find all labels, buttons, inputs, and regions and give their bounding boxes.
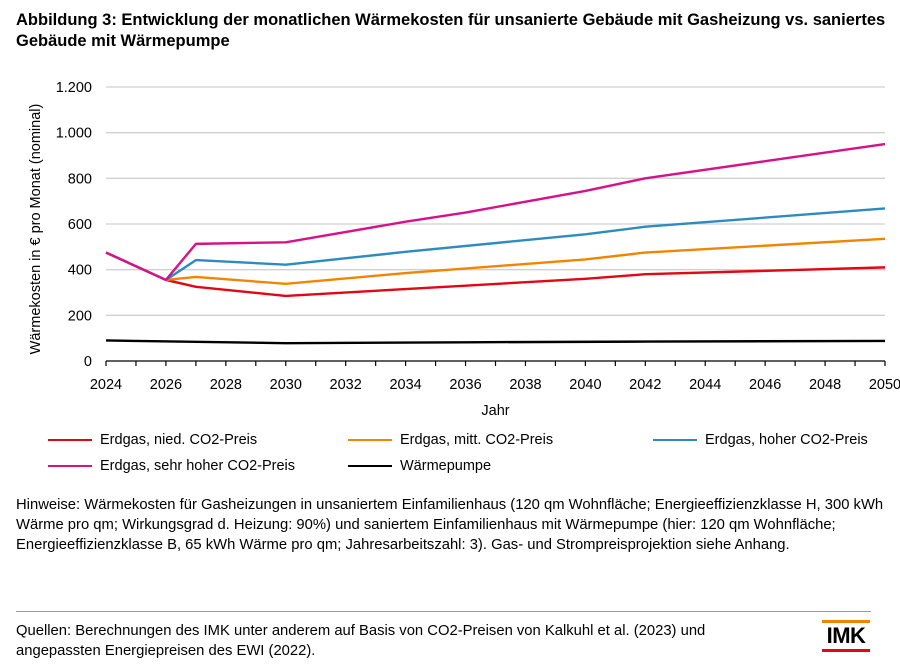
legend-label: Erdgas, mitt. CO2-Preis bbox=[400, 432, 554, 448]
x-tick-label: 2028 bbox=[210, 377, 242, 393]
legend-swatch bbox=[348, 438, 392, 442]
x-tick-label: 2038 bbox=[509, 377, 541, 393]
series-line bbox=[105, 251, 886, 298]
x-tick-label: 2030 bbox=[270, 377, 302, 393]
x-tick-label: 2032 bbox=[330, 377, 362, 393]
y-tick-label: 0 bbox=[84, 354, 92, 370]
series-line bbox=[105, 237, 886, 286]
legend-swatch bbox=[653, 438, 697, 442]
figure-title: Abbildung 3: Entwicklung der monatlichen… bbox=[16, 11, 886, 50]
legend-item: Wärmepumpe bbox=[348, 458, 491, 474]
series-line bbox=[105, 339, 886, 345]
logo-bottom-bar bbox=[822, 649, 870, 652]
y-tick-label: 800 bbox=[68, 171, 92, 187]
imk-logo: IMK bbox=[822, 620, 870, 652]
x-tick-label: 2040 bbox=[569, 377, 601, 393]
y-axis-label: Wärmekosten in € pro Monat (nominal) bbox=[28, 104, 44, 355]
logo-text: IMK bbox=[826, 623, 866, 648]
x-tick-label: 2046 bbox=[749, 377, 781, 393]
y-tick-label: 600 bbox=[68, 217, 92, 233]
legend-swatch bbox=[48, 464, 92, 468]
x-tick-label: 2048 bbox=[809, 377, 841, 393]
x-tick-label: 2034 bbox=[389, 377, 421, 393]
logo-top-bar bbox=[822, 620, 870, 623]
legend-item: Erdgas, nied. CO2-Preis bbox=[48, 432, 257, 448]
x-tick-label: 2024 bbox=[90, 377, 122, 393]
y-tick-label: 1.200 bbox=[56, 80, 92, 96]
divider bbox=[16, 611, 871, 612]
sources: Quellen: Berechnungen des IMK unter ande… bbox=[16, 623, 706, 659]
x-tick-label: 2050 bbox=[869, 377, 900, 393]
series-line bbox=[105, 207, 886, 282]
x-tick-label: 2036 bbox=[449, 377, 481, 393]
y-tick-label: 1.000 bbox=[56, 126, 92, 142]
legend-label: Erdgas, sehr hoher CO2-Preis bbox=[100, 458, 296, 474]
x-tick-label: 2044 bbox=[689, 377, 721, 393]
legend-swatch bbox=[348, 464, 392, 468]
legend-label: Erdgas, hoher CO2-Preis bbox=[705, 432, 868, 448]
x-axis-label: Jahr bbox=[481, 403, 509, 419]
series-line bbox=[105, 142, 886, 282]
legend-label: Wärmepumpe bbox=[400, 458, 492, 474]
legend-item: Erdgas, mitt. CO2-Preis bbox=[348, 432, 553, 448]
line-chart: 0 200 400 600 800 1.000 1.200 2024 2026 2028 2030 2… bbox=[28, 80, 900, 419]
legend-label: Erdgas, nied. CO2-Preis bbox=[100, 432, 258, 448]
legend-item: Erdgas, hoher CO2-Preis bbox=[653, 432, 868, 448]
x-tick-label: 2042 bbox=[629, 377, 661, 393]
y-tick-label: 400 bbox=[68, 263, 92, 279]
y-tick-label: 200 bbox=[68, 308, 92, 324]
notes: Hinweise: Wärmekosten für Gasheizungen i… bbox=[16, 497, 884, 553]
legend-swatch bbox=[48, 438, 92, 442]
legend-item: Erdgas, sehr hoher CO2-Preis bbox=[48, 458, 295, 474]
x-tick-label: 2026 bbox=[150, 377, 182, 393]
